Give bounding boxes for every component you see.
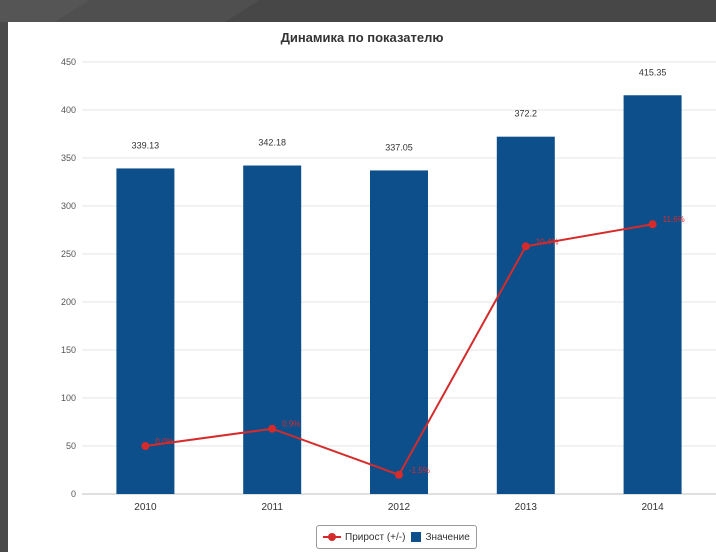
x-tick-label: 2012 [388, 502, 411, 513]
y-tick-label: 200 [61, 297, 76, 307]
legend-line-marker [323, 532, 341, 542]
y-tick-label: 400 [61, 105, 76, 115]
legend-item-growth[interactable]: Прирост (+/-) [323, 532, 405, 543]
chart-card: Динамика по показателю 0 50 100 150 200 250 30… [8, 22, 716, 552]
growth-point [395, 470, 403, 479]
legend-item-value[interactable]: Значение [411, 531, 470, 543]
line-layer [141, 220, 657, 479]
growth-point [268, 424, 277, 433]
legend: Прирост (+/-) Значение [316, 525, 477, 549]
growth-label: -1.5% [409, 466, 430, 475]
y-tick-label: 0 [71, 489, 76, 499]
y-tick-label: 300 [61, 201, 76, 211]
x-tick-label: 2014 [641, 502, 664, 513]
y-tick-label: 350 [61, 153, 76, 163]
growth-point [141, 442, 150, 450]
x-tick-label: 2010 [134, 502, 157, 513]
growth-label: 10.4% [536, 237, 559, 246]
y-tick-label: 100 [61, 393, 76, 403]
bar-value-label: 415.35 [639, 67, 667, 77]
y-tick-label: 150 [61, 345, 76, 355]
bar [243, 165, 302, 494]
label-layer: 2010 2011 2012 2013 2014 339.13 342.18 337.05 37… [132, 67, 685, 513]
bar-value-label: 372.2 [515, 109, 538, 119]
bar [370, 170, 428, 494]
y-tick-label: 50 [66, 441, 76, 451]
growth-label: 11.6% [663, 215, 685, 224]
growth-point [648, 220, 657, 229]
x-tick-label: 2013 [515, 502, 538, 513]
y-tick-label: 450 [61, 57, 76, 67]
bar-value-label: 337.05 [385, 142, 413, 152]
bar [623, 95, 682, 494]
bar [116, 168, 175, 495]
growth-point [521, 242, 530, 251]
bar-value-label: 339.13 [132, 140, 160, 150]
bar-layer [116, 95, 682, 495]
growth-label: 0.9% [282, 420, 300, 429]
chart-svg: 0 50 100 150 200 250 300 350 400 450 2010 2011 2012… [61, 57, 716, 513]
growth-label: 0.0% [155, 437, 173, 446]
legend-label-value: Значение [425, 531, 470, 543]
x-tick-label: 2011 [261, 502, 283, 513]
y-tick-label: 250 [61, 249, 76, 259]
legend-bar-marker [411, 532, 422, 542]
legend-label-growth: Прирост (+/-) [345, 531, 406, 543]
bar [496, 136, 555, 495]
bar-value-label: 342.18 [258, 138, 286, 148]
chart-title: Динамика по показателю [280, 30, 444, 45]
